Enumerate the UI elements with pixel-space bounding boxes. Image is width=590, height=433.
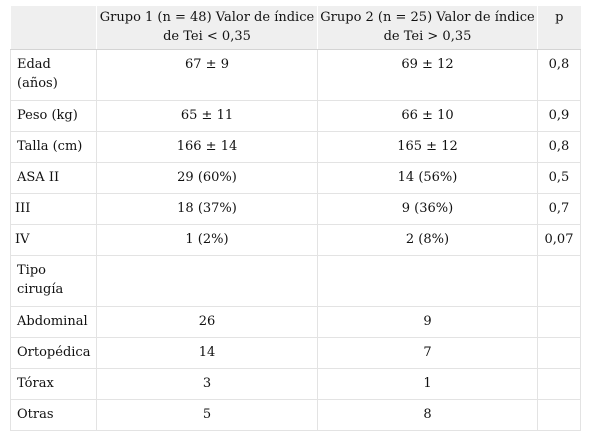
group1-value: 14 bbox=[96, 337, 318, 369]
group1-value bbox=[96, 255, 318, 307]
p-value bbox=[537, 255, 581, 307]
group2-value bbox=[317, 255, 538, 307]
header-cell-group1: Grupo 1 (n = 48) Valor de índice de Tei … bbox=[96, 6, 318, 50]
row-label: Abdominal bbox=[10, 306, 97, 338]
group1-value: 29 (60%) bbox=[96, 162, 318, 194]
p-value bbox=[537, 368, 581, 400]
table-row: ASA II 29 (60%) 14 (56%) 0,5 bbox=[10, 162, 581, 194]
row-label: Peso (kg) bbox=[10, 100, 97, 132]
group1-value: 67 ± 9 bbox=[96, 49, 318, 101]
table-body: Edad (años) 67 ± 9 69 ± 12 0,8 Peso (kg)… bbox=[10, 49, 581, 431]
header-cell-p: p bbox=[537, 6, 581, 50]
data-table: Grupo 1 (n = 48) Valor de índice de Tei … bbox=[10, 6, 581, 431]
table-header: Grupo 1 (n = 48) Valor de índice de Tei … bbox=[10, 6, 581, 50]
table-row: Otras 5 8 bbox=[10, 399, 581, 431]
group2-value: 8 bbox=[317, 399, 538, 431]
table-row: Peso (kg) 65 ± 11 66 ± 10 0,9 bbox=[10, 100, 581, 132]
p-value: 0,07 bbox=[537, 224, 581, 256]
group2-value: 66 ± 10 bbox=[317, 100, 538, 132]
group2-value: 9 (36%) bbox=[317, 193, 538, 225]
group2-value: 165 ± 12 bbox=[317, 131, 538, 163]
group2-value: 9 bbox=[317, 306, 538, 338]
group1-value: 3 bbox=[96, 368, 318, 400]
group1-value: 65 ± 11 bbox=[96, 100, 318, 132]
group2-value: 69 ± 12 bbox=[317, 49, 538, 101]
table-row: Ortopédica 14 7 bbox=[10, 337, 581, 369]
row-label: III bbox=[10, 193, 97, 225]
group1-value: 5 bbox=[96, 399, 318, 431]
p-value bbox=[537, 337, 581, 369]
p-value: 0,7 bbox=[537, 193, 581, 225]
group2-value: 2 (8%) bbox=[317, 224, 538, 256]
row-label: IV bbox=[10, 224, 97, 256]
row-label: Ortopédica bbox=[10, 337, 97, 369]
group1-value: 26 bbox=[96, 306, 318, 338]
header-cell-label bbox=[10, 6, 97, 50]
row-label: Otras bbox=[10, 399, 97, 431]
p-value: 0,9 bbox=[537, 100, 581, 132]
group2-value: 1 bbox=[317, 368, 538, 400]
p-value bbox=[537, 306, 581, 338]
group1-value: 1 (2%) bbox=[96, 224, 318, 256]
table-row: Edad (años) 67 ± 9 69 ± 12 0,8 bbox=[10, 49, 581, 101]
p-value: 0,8 bbox=[537, 49, 581, 101]
group2-value: 7 bbox=[317, 337, 538, 369]
table-row: IV 1 (2%) 2 (8%) 0,07 bbox=[10, 224, 581, 256]
row-label: Edad (años) bbox=[10, 49, 97, 101]
p-value bbox=[537, 399, 581, 431]
group2-value: 14 (56%) bbox=[317, 162, 538, 194]
p-value: 0,8 bbox=[537, 131, 581, 163]
header-row: Grupo 1 (n = 48) Valor de índice de Tei … bbox=[10, 6, 581, 50]
row-label: Talla (cm) bbox=[10, 131, 97, 163]
header-cell-group2: Grupo 2 (n = 25) Valor de índice de Tei … bbox=[317, 6, 538, 50]
group1-value: 166 ± 14 bbox=[96, 131, 318, 163]
row-label: Tórax bbox=[10, 368, 97, 400]
row-label: Tipo cirugía bbox=[10, 255, 97, 307]
table-row: Abdominal 26 9 bbox=[10, 306, 581, 338]
table-row: Tórax 3 1 bbox=[10, 368, 581, 400]
p-value: 0,5 bbox=[537, 162, 581, 194]
row-label: ASA II bbox=[10, 162, 97, 194]
table-row: Tipo cirugía bbox=[10, 255, 581, 307]
group1-value: 18 (37%) bbox=[96, 193, 318, 225]
table-row: III 18 (37%) 9 (36%) 0,7 bbox=[10, 193, 581, 225]
table-row: Talla (cm) 166 ± 14 165 ± 12 0,8 bbox=[10, 131, 581, 163]
